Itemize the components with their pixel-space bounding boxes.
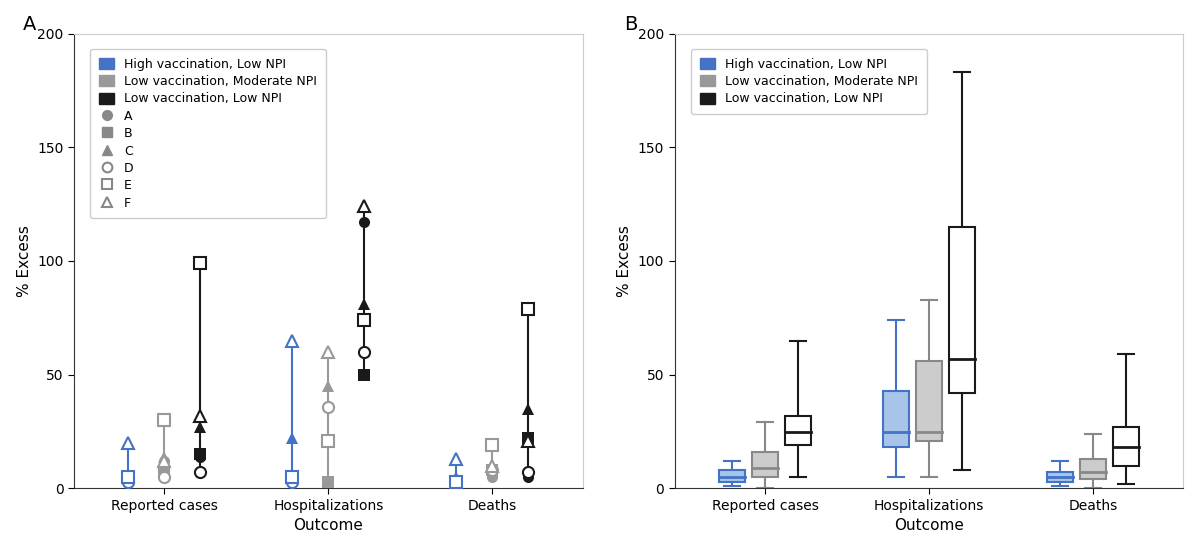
- Text: B: B: [624, 15, 637, 35]
- Bar: [752, 452, 778, 477]
- Legend: High vaccination, Low NPI, Low vaccination, Moderate NPI, Low vaccination, Low N: High vaccination, Low NPI, Low vaccinati…: [691, 49, 926, 114]
- Y-axis label: % Excess: % Excess: [17, 225, 31, 297]
- Text: A: A: [23, 15, 36, 35]
- Y-axis label: % Excess: % Excess: [617, 225, 632, 297]
- Bar: [719, 470, 745, 482]
- Bar: [785, 416, 811, 445]
- Bar: [1048, 472, 1074, 482]
- Bar: [1112, 427, 1139, 466]
- Bar: [916, 361, 942, 441]
- Legend: High vaccination, Low NPI, Low vaccination, Moderate NPI, Low vaccination, Low N: High vaccination, Low NPI, Low vaccinati…: [90, 49, 326, 218]
- Bar: [883, 390, 910, 448]
- X-axis label: Outcome: Outcome: [894, 518, 964, 534]
- X-axis label: Outcome: Outcome: [293, 518, 364, 534]
- Bar: [949, 227, 974, 393]
- Bar: [1080, 459, 1106, 479]
